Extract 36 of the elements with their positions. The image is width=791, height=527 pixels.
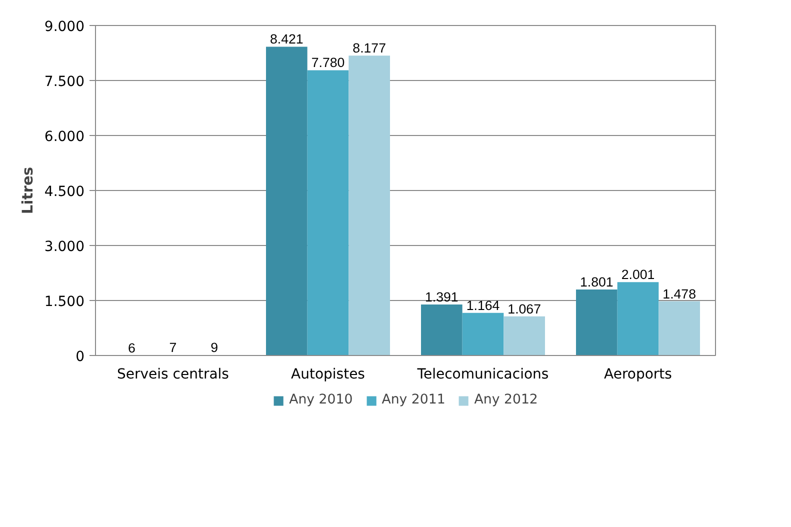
data-label: 8.177 (352, 40, 386, 56)
bar (462, 312, 504, 356)
y-tick-label: 7.500 (44, 74, 85, 90)
data-label: 1.067 (508, 301, 542, 316)
legend-label: Any 2012 (474, 392, 538, 408)
y-tick-label: 4.500 (44, 184, 85, 200)
data-label: 1.391 (424, 289, 458, 304)
data-label: 2.001 (621, 267, 655, 282)
data-label: 9 (210, 340, 218, 356)
data-label: 7 (169, 340, 177, 356)
y-tick-label: 9.000 (44, 19, 85, 35)
data-label: 7.780 (311, 55, 345, 70)
x-tick-label: Aeroports (604, 366, 672, 382)
bar (421, 304, 462, 356)
bar (307, 70, 349, 356)
legend-label: Any 2011 (382, 392, 446, 408)
y-tick-label: 1.500 (44, 294, 85, 310)
data-label: 6 (128, 340, 136, 356)
data-label: 1.164 (466, 298, 500, 313)
bar (576, 289, 618, 356)
bar (348, 56, 390, 356)
bar (658, 301, 700, 356)
data-label: 1.801 (580, 274, 614, 290)
y-tick-label: 3.000 (44, 239, 85, 255)
bar (617, 282, 659, 356)
y-axis-title: Litres (19, 166, 36, 214)
data-label: 8.421 (270, 32, 304, 47)
y-tick-label: 0 (76, 349, 85, 365)
y-tick-label: 6.000 (44, 129, 85, 145)
data-label: 1.478 (662, 286, 696, 302)
x-tick-label: Autopistes (291, 366, 365, 382)
bar (504, 316, 545, 356)
legend-label: Any 2010 (289, 392, 353, 408)
x-tick-label: Serveis centrals (117, 366, 229, 382)
x-tick-label: Telecomunicacions (416, 366, 549, 382)
bar (266, 46, 308, 356)
